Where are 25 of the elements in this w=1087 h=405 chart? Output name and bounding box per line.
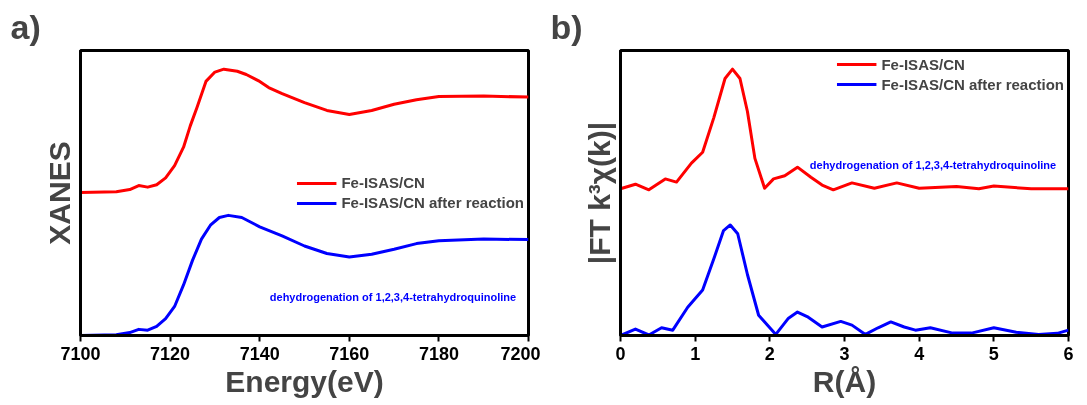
legend-label: Fe-ISAS/CN — [881, 55, 965, 73]
x-tick-label: 6 — [1063, 343, 1074, 364]
x-axis-title: R(Å) — [812, 364, 877, 398]
annotation: dehydrogenation of 1,2,3,4-tetrahydroquinoline — [269, 290, 517, 303]
y-axis-title: XANES — [42, 141, 76, 245]
x-tick-label: 4 — [914, 343, 925, 364]
x-tick-label: 7140 — [239, 343, 280, 364]
x-tick-label: 3 — [839, 343, 850, 364]
x-axis-title: Energy(eV) — [225, 364, 384, 398]
x-tick-label: 7100 — [60, 343, 101, 364]
x-tick-label: 0 — [615, 343, 626, 364]
y-axis-title: |FT k³χ(k)| — [582, 121, 616, 265]
x-tick-label: 5 — [988, 343, 999, 364]
x-tick-label: 1 — [690, 343, 701, 364]
chart-title: b) — [550, 7, 583, 46]
x-tick-label: 2 — [764, 343, 775, 364]
legend-label: Fe-ISAS/CN after reaction — [341, 194, 524, 211]
x-tick-label: 7160 — [329, 343, 370, 364]
x-tick-label: 7180 — [418, 343, 459, 364]
x-tick-label: 7200 — [500, 343, 541, 364]
legend-label: Fe-ISAS/CN after reaction — [881, 75, 1064, 93]
chart-title: a) — [10, 7, 41, 46]
annotation: dehydrogenation of 1,2,3,4-tetrahydroquinoline — [809, 158, 1057, 171]
x-tick-label: 7120 — [150, 343, 191, 364]
legend-label: Fe-ISAS/CN — [341, 174, 425, 191]
